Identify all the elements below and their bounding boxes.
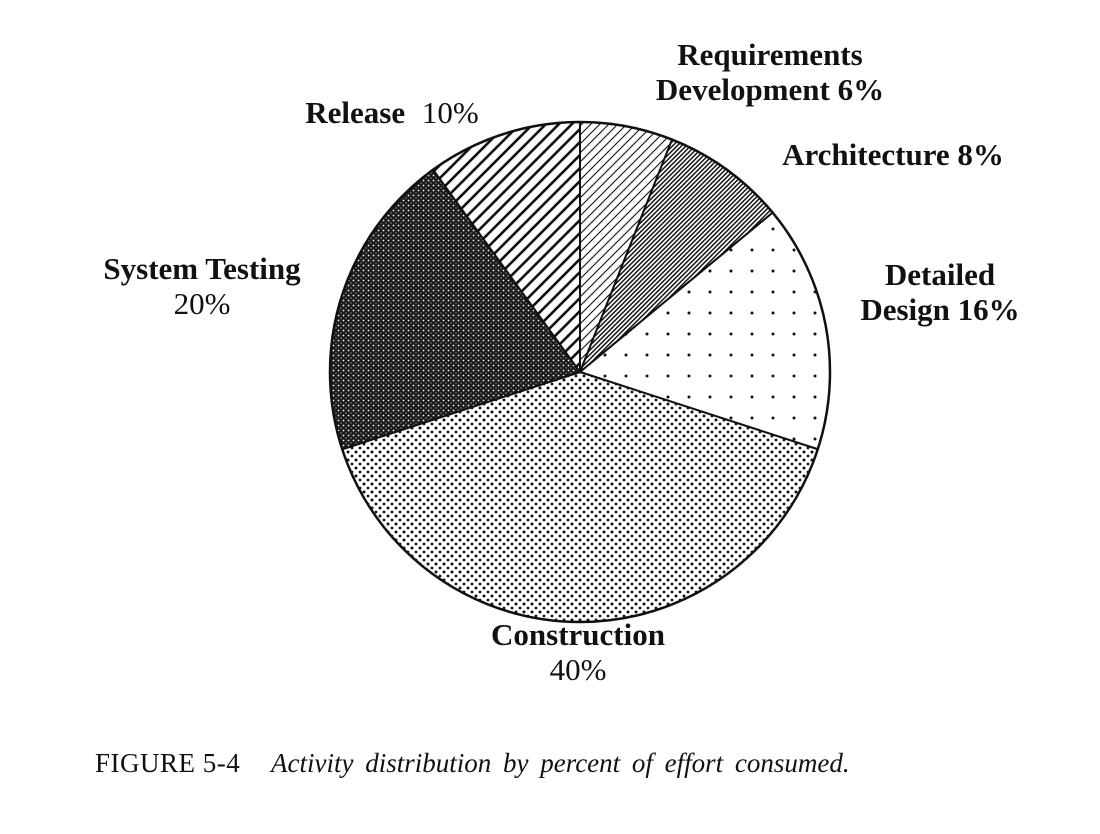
pie-slices-group [329, 121, 831, 623]
figure-caption-label: FIGURE 5-4 [95, 748, 241, 778]
label-percent: 20% [173, 285, 231, 321]
label-requirements-development: Requirements Development 6% [655, 37, 885, 107]
label-line: System Testing [103, 251, 301, 286]
label-percent: 40% [549, 651, 607, 687]
label-line: Detailed [884, 257, 996, 292]
pie-chart [328, 120, 832, 624]
label-line: Development 6% [655, 71, 885, 107]
label-percent: 10% [421, 95, 479, 130]
label-detailed-design: Detailed Design 16% [860, 257, 1020, 327]
figure-caption-text: Activity distribution by percent of effo… [271, 748, 850, 778]
pie-outline [328, 120, 832, 624]
label-line: Release [305, 95, 406, 130]
label-construction: Construction 40% [491, 617, 665, 687]
figure-caption: FIGURE 5-4 Activity distribution by perc… [95, 748, 850, 779]
label-system-testing: System Testing 20% [103, 251, 301, 321]
label-line: Requirements [677, 37, 863, 72]
label-architecture: Architecture 8% [782, 137, 1004, 173]
label-release: Release 10% [305, 95, 479, 131]
label-line: Design 16% [860, 291, 1020, 327]
label-line: Architecture 8% [782, 137, 1004, 172]
label-line: Construction [491, 617, 665, 652]
